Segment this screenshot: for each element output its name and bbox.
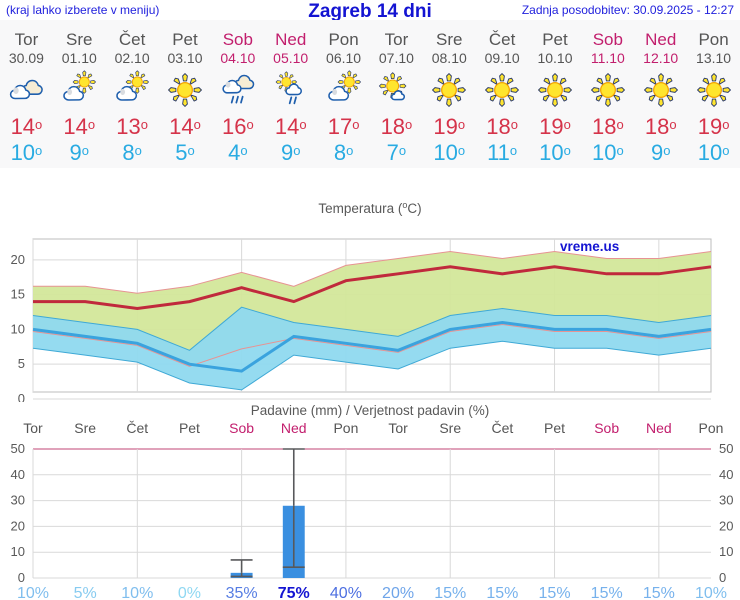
svg-text:10%: 10% [17, 585, 49, 600]
svg-text:20: 20 [719, 518, 733, 533]
svg-text:vreme.us: vreme.us [560, 239, 619, 254]
svg-text:20: 20 [11, 518, 25, 533]
svg-text:50: 50 [11, 441, 25, 456]
svg-text:20%: 20% [382, 585, 414, 600]
svg-text:0: 0 [719, 570, 726, 585]
svg-text:10: 10 [719, 544, 733, 559]
svg-text:0%: 0% [178, 585, 201, 600]
svg-text:30: 30 [11, 493, 25, 508]
svg-text:5: 5 [18, 356, 25, 371]
svg-text:35%: 35% [226, 585, 258, 600]
svg-text:15%: 15% [434, 585, 466, 600]
svg-text:40%: 40% [330, 585, 362, 600]
svg-text:15: 15 [11, 287, 25, 302]
svg-text:40: 40 [11, 467, 25, 482]
svg-text:40: 40 [719, 467, 733, 482]
svg-text:10%: 10% [695, 585, 727, 600]
svg-text:Padavine (mm) / Verjetnost pad: Padavine (mm) / Verjetnost padavin (%) [251, 403, 490, 418]
svg-text:15%: 15% [486, 585, 518, 600]
svg-text:30: 30 [719, 493, 733, 508]
svg-text:75%: 75% [278, 585, 310, 600]
svg-text:15%: 15% [591, 585, 623, 600]
svg-text:15%: 15% [539, 585, 571, 600]
svg-text:Temperatura (oC): Temperatura (oC) [318, 200, 421, 216]
svg-text:0: 0 [18, 570, 25, 585]
svg-text:10: 10 [11, 321, 25, 336]
svg-text:15%: 15% [643, 585, 675, 600]
svg-text:20: 20 [11, 252, 25, 267]
svg-text:5%: 5% [74, 585, 97, 600]
svg-text:50: 50 [719, 441, 733, 456]
svg-text:10%: 10% [121, 585, 153, 600]
svg-text:10: 10 [11, 544, 25, 559]
